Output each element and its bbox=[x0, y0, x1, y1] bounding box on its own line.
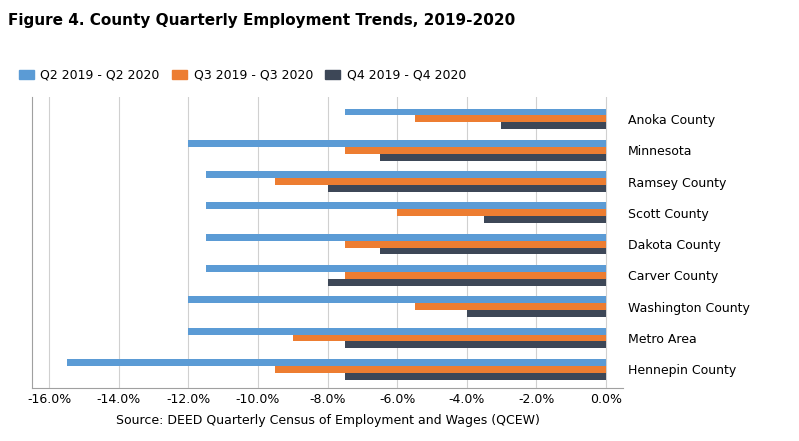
Bar bbox=[189, 328, 606, 335]
Bar bbox=[206, 234, 606, 241]
Bar bbox=[345, 108, 606, 116]
Text: Figure 4. County Quarterly Employment Trends, 2019-2020: Figure 4. County Quarterly Employment Tr… bbox=[8, 13, 515, 28]
Bar bbox=[397, 209, 606, 216]
Bar bbox=[206, 265, 606, 272]
Bar bbox=[292, 335, 606, 341]
Bar bbox=[328, 185, 606, 192]
Bar bbox=[380, 153, 606, 161]
Bar bbox=[189, 140, 606, 147]
Bar bbox=[206, 202, 606, 209]
Bar bbox=[67, 359, 606, 366]
Bar bbox=[415, 303, 606, 310]
Bar bbox=[345, 147, 606, 153]
Bar bbox=[484, 216, 606, 223]
Legend: Q2 2019 - Q2 2020, Q3 2019 - Q3 2020, Q4 2019 - Q4 2020: Q2 2019 - Q2 2020, Q3 2019 - Q3 2020, Q4… bbox=[14, 64, 471, 86]
Bar bbox=[502, 122, 606, 129]
Bar bbox=[328, 279, 606, 286]
Bar bbox=[345, 341, 606, 348]
Bar bbox=[345, 373, 606, 380]
Bar bbox=[345, 272, 606, 279]
Bar bbox=[189, 296, 606, 303]
Bar bbox=[276, 178, 606, 185]
Bar bbox=[345, 241, 606, 247]
Bar bbox=[467, 310, 606, 317]
X-axis label: Source: DEED Quarterly Census of Employment and Wages (QCEW): Source: DEED Quarterly Census of Employm… bbox=[116, 414, 539, 427]
Bar bbox=[276, 366, 606, 373]
Bar bbox=[380, 247, 606, 254]
Bar bbox=[206, 171, 606, 178]
Bar bbox=[415, 116, 606, 122]
